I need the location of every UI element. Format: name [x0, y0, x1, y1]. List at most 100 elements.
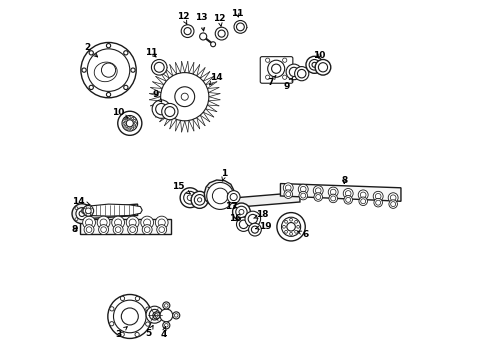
Circle shape	[84, 207, 86, 209]
Text: 1: 1	[221, 170, 227, 181]
Circle shape	[98, 225, 109, 235]
Circle shape	[245, 211, 261, 227]
Circle shape	[144, 219, 151, 226]
Text: 12: 12	[177, 13, 189, 24]
Circle shape	[110, 321, 114, 326]
Text: 11: 11	[231, 9, 244, 18]
Text: 11: 11	[145, 48, 157, 57]
Circle shape	[344, 195, 352, 204]
Circle shape	[306, 56, 323, 73]
Circle shape	[294, 220, 297, 223]
Circle shape	[286, 192, 291, 197]
Polygon shape	[82, 204, 138, 219]
Circle shape	[123, 122, 125, 124]
Circle shape	[86, 207, 89, 210]
Text: 19: 19	[256, 221, 271, 230]
Circle shape	[129, 117, 131, 119]
FancyBboxPatch shape	[260, 57, 293, 83]
Circle shape	[329, 194, 338, 203]
Circle shape	[316, 194, 320, 199]
Circle shape	[284, 190, 293, 198]
Circle shape	[126, 127, 128, 129]
Circle shape	[126, 120, 133, 127]
Circle shape	[146, 306, 163, 323]
Text: 10: 10	[313, 51, 326, 60]
Circle shape	[373, 192, 383, 201]
Circle shape	[151, 59, 167, 75]
Text: 2: 2	[84, 42, 98, 57]
Circle shape	[174, 314, 178, 317]
Circle shape	[85, 219, 93, 226]
Circle shape	[282, 217, 301, 237]
Circle shape	[121, 296, 124, 301]
Circle shape	[128, 225, 138, 235]
Circle shape	[285, 220, 288, 223]
Circle shape	[239, 210, 244, 215]
Circle shape	[230, 193, 237, 201]
Circle shape	[298, 184, 308, 194]
Circle shape	[180, 188, 200, 208]
Circle shape	[343, 189, 353, 198]
Circle shape	[207, 183, 234, 210]
Text: 9: 9	[152, 90, 162, 102]
Text: 5: 5	[146, 325, 153, 338]
Circle shape	[184, 192, 196, 204]
Circle shape	[237, 217, 251, 231]
Text: 15: 15	[172, 182, 190, 194]
Circle shape	[134, 120, 136, 122]
Circle shape	[376, 200, 381, 205]
Circle shape	[361, 199, 366, 204]
Circle shape	[89, 51, 94, 55]
Circle shape	[89, 85, 94, 90]
Circle shape	[287, 222, 295, 231]
Circle shape	[87, 49, 130, 91]
Circle shape	[215, 27, 228, 40]
Text: 16: 16	[229, 215, 242, 224]
Circle shape	[100, 219, 107, 226]
Circle shape	[72, 204, 92, 224]
Polygon shape	[280, 184, 401, 201]
Text: 9: 9	[283, 77, 293, 91]
Circle shape	[360, 192, 366, 198]
Circle shape	[142, 225, 152, 235]
Circle shape	[141, 216, 153, 229]
Circle shape	[76, 208, 88, 220]
Circle shape	[375, 193, 381, 199]
Circle shape	[358, 190, 368, 200]
Text: 14: 14	[210, 73, 223, 85]
Circle shape	[313, 186, 323, 195]
Circle shape	[106, 44, 111, 48]
Circle shape	[123, 51, 128, 55]
Circle shape	[163, 322, 170, 329]
Circle shape	[283, 225, 285, 228]
Circle shape	[345, 191, 351, 196]
Text: 8: 8	[341, 176, 347, 185]
Circle shape	[149, 309, 160, 320]
Circle shape	[157, 225, 167, 235]
Circle shape	[152, 100, 171, 118]
Circle shape	[126, 216, 139, 229]
Circle shape	[181, 93, 188, 100]
Circle shape	[112, 216, 124, 229]
Circle shape	[289, 67, 298, 77]
Circle shape	[129, 128, 131, 130]
Circle shape	[301, 193, 306, 198]
Circle shape	[389, 200, 397, 208]
Circle shape	[145, 227, 150, 233]
Polygon shape	[236, 192, 300, 207]
Circle shape	[266, 75, 270, 79]
Circle shape	[315, 59, 331, 75]
Text: 3: 3	[115, 327, 127, 339]
Circle shape	[118, 111, 142, 135]
Circle shape	[297, 225, 299, 228]
Circle shape	[163, 302, 170, 309]
Circle shape	[146, 307, 150, 311]
Circle shape	[165, 107, 175, 117]
Circle shape	[271, 64, 281, 73]
Circle shape	[134, 122, 137, 124]
Circle shape	[83, 216, 96, 229]
Circle shape	[328, 187, 338, 197]
Circle shape	[135, 296, 140, 301]
Circle shape	[391, 195, 396, 201]
Circle shape	[191, 192, 208, 208]
